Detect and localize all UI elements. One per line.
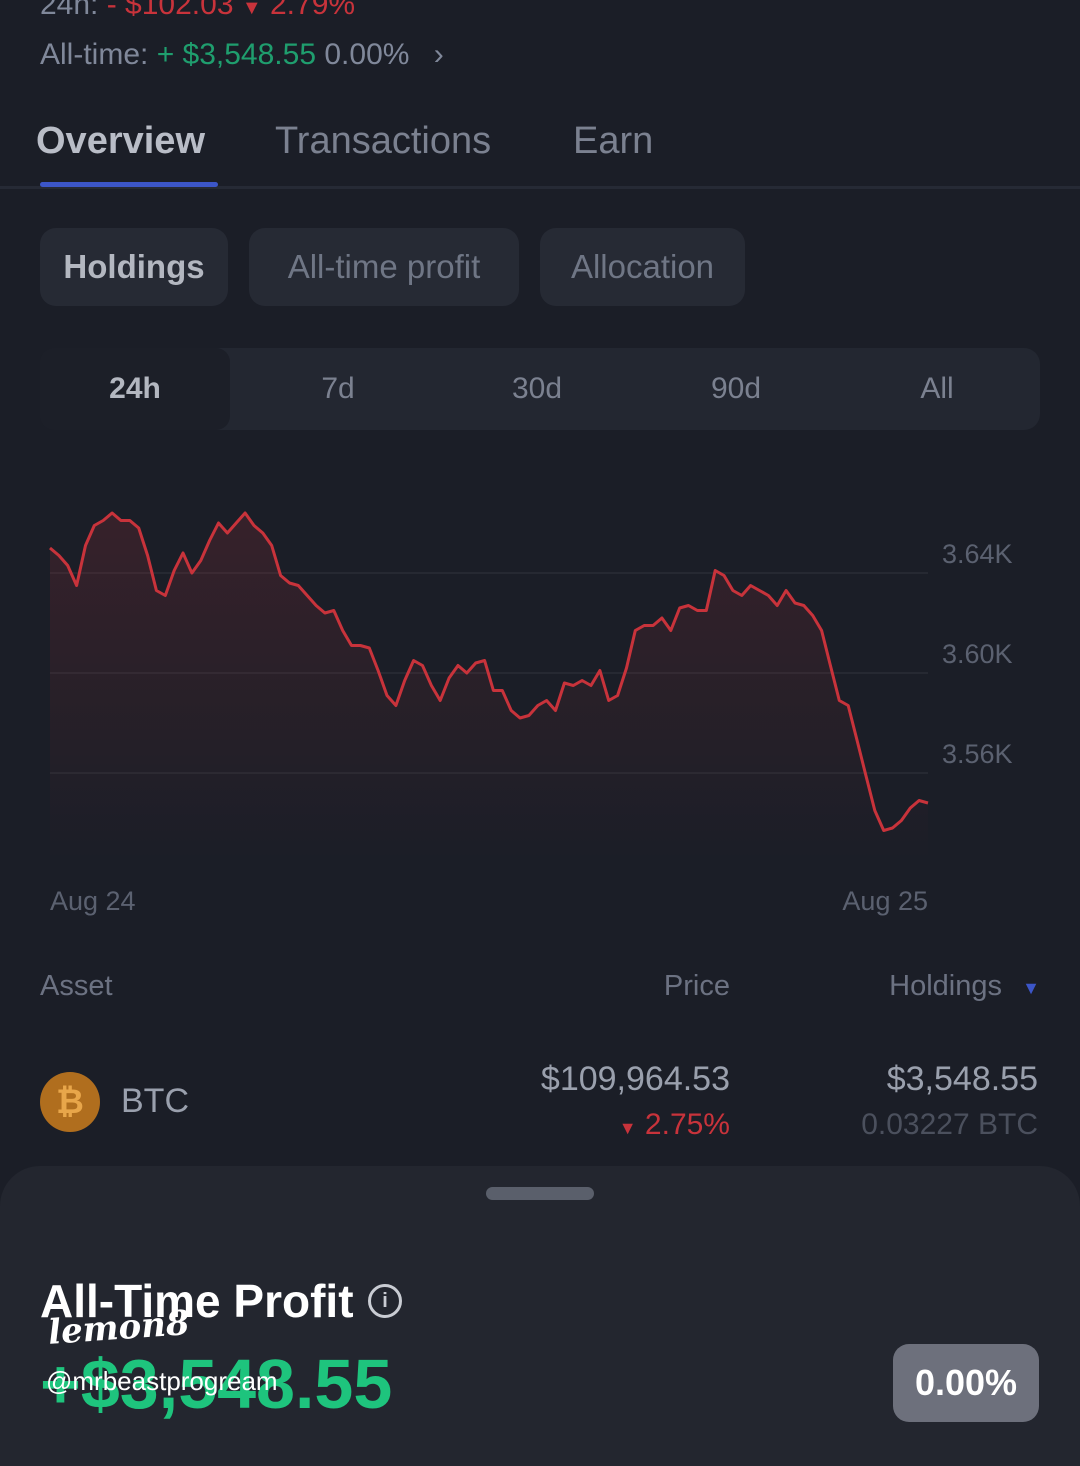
amount: - $102.03 [106, 0, 234, 21]
chip[interactable]: Holdings [40, 228, 228, 306]
column-header[interactable]: Price [663, 970, 730, 1002]
line [49, 511, 929, 832]
sheet-title: All-Time Profit [40, 1275, 354, 1327]
label: 24h: [40, 0, 99, 21]
tab-indicator [40, 182, 218, 187]
profit-value: +$3,548.55 [40, 1345, 393, 1423]
range-button[interactable]: All [920, 372, 954, 405]
chart: 3.56K 3.60K 3.64K Aug 24 Aug 25 [49, 511, 1013, 916]
range-button[interactable]: 30d [511, 372, 563, 405]
drag-handle[interactable] [486, 1187, 594, 1200]
percent: 2.79% [270, 0, 356, 21]
asset-name[interactable]: BTC [121, 1082, 189, 1120]
chip[interactable]: Allocation [540, 228, 745, 306]
tab[interactable]: Earn [573, 120, 654, 162]
info-icon[interactable]: i [368, 1284, 402, 1318]
watermark-handle: @mrbeastprogream [46, 1366, 278, 1396]
column-header[interactable]: Holdings [889, 970, 1002, 1002]
arrow: ▼ [241, 0, 262, 19]
chevron: › [433, 38, 444, 71]
tab[interactable]: Overview [36, 120, 205, 162]
price: $109,964.53 [540, 1060, 730, 1098]
x-tick-label: Aug 24 [50, 886, 136, 916]
arrow: ▼ [618, 1118, 637, 1138]
y-tick-label: 3.64K [942, 539, 1013, 569]
range-button[interactable]: 90d [710, 372, 762, 405]
sort-arrow: ▼ [1022, 978, 1040, 998]
tab-bar: Overview Transactions Earn [0, 112, 1080, 189]
label: All-time: [40, 38, 149, 71]
change-24h: 24h: - $102.03 ▼ 2.79% [40, 0, 355, 22]
profit-percent: 0.00% [893, 1344, 1039, 1422]
amount: + $3,548.55 [156, 38, 317, 71]
x-tick-label: Aug 25 [842, 886, 928, 916]
btc-icon: ₿ [40, 1072, 100, 1132]
range-button[interactable]: 7d [321, 372, 355, 405]
y-tick-label: 3.56K [942, 739, 1013, 769]
range-selector: 24h 7d 30d 90d All [40, 348, 1040, 430]
change-all-time[interactable]: All-time: + $3,548.55 0.00% › [40, 38, 444, 72]
tab[interactable]: Transactions [275, 120, 492, 162]
holdings-amount: 0.03227 BTC [861, 1108, 1038, 1141]
column-header: Asset [40, 970, 113, 1002]
percent: 2.75% [644, 1108, 730, 1141]
percent: 0.00% [324, 38, 410, 71]
range-button[interactable]: 24h [40, 348, 230, 430]
bottom-sheet: All-Time Profit i +$3,548.55 0.00% [0, 1166, 1080, 1466]
chip[interactable]: All-time profit [249, 228, 519, 306]
holdings-value: $3,548.55 [886, 1060, 1038, 1098]
price-change: ▼ 2.75% [619, 1108, 730, 1142]
y-tick-label: 3.60K [942, 639, 1013, 669]
area [50, 513, 928, 861]
